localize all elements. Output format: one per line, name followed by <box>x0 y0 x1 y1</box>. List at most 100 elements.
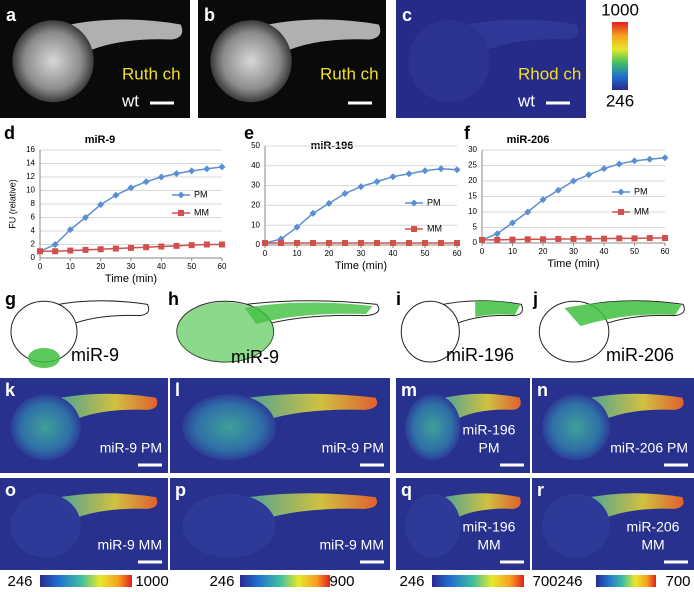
colorbar <box>240 575 330 587</box>
y-tick-label: 0 <box>31 253 36 262</box>
marker <box>278 240 284 247</box>
marker <box>82 246 89 253</box>
marker <box>97 201 105 209</box>
embryo-head <box>405 493 461 558</box>
colorbar-min: 246 <box>606 91 634 110</box>
embryo-body <box>456 19 579 54</box>
panel-letter: g <box>5 289 16 309</box>
x-axis-label: Time (min) <box>335 260 387 272</box>
probe-label: miR-206 <box>627 519 680 535</box>
marker <box>82 214 89 221</box>
panel-letter: d <box>4 123 15 143</box>
y-tick-label: 40 <box>251 161 260 170</box>
marker <box>173 170 180 178</box>
channel-label: Ruth ch <box>320 64 379 83</box>
probe-label: miR-9 PM <box>322 440 384 456</box>
x-tick-label: 40 <box>600 247 609 256</box>
x-tick-label: 60 <box>453 249 462 258</box>
marker <box>203 241 210 248</box>
colorbar-min: 246 <box>7 573 32 590</box>
legend-label: MM <box>427 223 442 233</box>
marker <box>293 223 301 231</box>
marker <box>203 165 211 173</box>
marker <box>616 235 623 242</box>
schematic-label: miR-196 <box>446 345 514 365</box>
marker <box>37 248 43 255</box>
y-tick-label: 20 <box>468 176 477 185</box>
panel-letter: n <box>537 380 548 400</box>
marker <box>309 209 317 217</box>
marker <box>405 170 413 178</box>
expression-region <box>564 301 682 326</box>
marker <box>570 177 577 185</box>
marker <box>524 208 532 216</box>
y-tick-label: 10 <box>251 220 260 229</box>
marker <box>157 173 165 181</box>
x-tick-label: 10 <box>508 247 517 256</box>
marker <box>524 236 531 243</box>
x-tick-label: 20 <box>325 249 334 258</box>
y-tick-label: 30 <box>251 181 260 190</box>
panel-letter: i <box>396 289 401 309</box>
marker <box>66 226 74 234</box>
x-tick-label: 0 <box>263 249 268 258</box>
marker <box>173 242 180 249</box>
panel-letter: h <box>168 289 179 309</box>
embryo-head <box>182 394 276 461</box>
y-tick-label: 20 <box>251 201 260 210</box>
embryo-body <box>237 493 378 520</box>
probe-label: miR-196 <box>463 519 516 535</box>
embryo-head <box>408 20 490 103</box>
marker <box>422 240 428 247</box>
colorbar <box>612 22 628 90</box>
marker <box>631 157 638 165</box>
legend-marker <box>178 210 184 216</box>
marker <box>615 160 623 168</box>
x-tick-label: 30 <box>569 247 578 256</box>
marker <box>127 184 135 192</box>
marker <box>97 246 104 253</box>
channel-label: wt <box>517 91 535 110</box>
panel-letter: l <box>175 380 180 400</box>
embryo-body <box>52 393 158 422</box>
colorbar-max: 1000 <box>601 0 639 19</box>
marker <box>662 235 668 242</box>
panel-letter: f <box>464 123 471 143</box>
marker <box>421 167 429 175</box>
x-tick-label: 0 <box>38 262 43 271</box>
marker <box>437 165 445 173</box>
embryo-head <box>10 493 81 558</box>
x-axis-label: Time (min) <box>105 273 157 285</box>
marker <box>358 240 364 247</box>
marker <box>438 240 444 247</box>
marker <box>67 247 74 254</box>
y-tick-label: 2 <box>31 240 36 249</box>
embryo-head <box>10 394 81 461</box>
marker <box>143 244 150 251</box>
y-tick-label: 50 <box>251 141 260 150</box>
embryo-body <box>237 393 378 422</box>
colorbar-max: 700 <box>532 573 557 590</box>
marker <box>390 240 396 247</box>
legend-label: PM <box>194 189 208 199</box>
marker <box>493 230 501 238</box>
probe-label: MM <box>641 537 664 553</box>
marker <box>406 240 412 247</box>
colorbar-min: 246 <box>399 573 424 590</box>
legend-marker <box>411 226 417 232</box>
embryo-head <box>542 493 610 558</box>
marker <box>509 236 516 243</box>
panel-letter: j <box>532 289 538 309</box>
panel-letter: p <box>175 480 186 500</box>
embryo-body <box>52 493 158 520</box>
x-tick-label: 50 <box>187 262 196 271</box>
panel-letter: k <box>5 380 16 400</box>
marker <box>188 242 195 249</box>
colorbar <box>432 575 524 587</box>
x-tick-label: 10 <box>293 249 302 258</box>
y-tick-label: 10 <box>468 207 477 216</box>
embryo-body <box>582 393 684 422</box>
legend-label: PM <box>634 186 648 196</box>
x-tick-label: 40 <box>157 262 166 271</box>
